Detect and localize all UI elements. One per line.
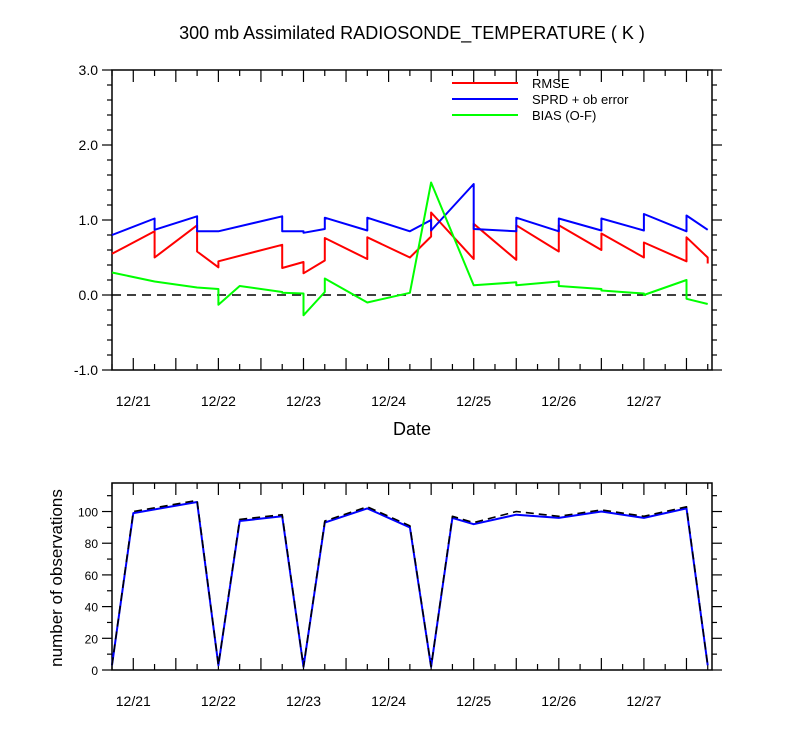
bottom-x-tick-label: 12/21 [116, 693, 151, 709]
top-x-tick-label: 12/24 [371, 393, 406, 409]
top-x-tick-label: 12/27 [626, 393, 661, 409]
bottom-x-tick-label: 12/22 [201, 693, 236, 709]
bottom-y-tick-label: 80 [85, 537, 99, 551]
bottom-y-tick-label: 40 [85, 601, 99, 615]
bottom-plot-frame [111, 482, 713, 671]
bottom-x-tick-label: 12/25 [456, 693, 491, 709]
bottom-series-line-dashed-1 [111, 499, 709, 668]
bottom-yaxis-label: number of observations [47, 489, 66, 667]
bottom-x-tick-label: 12/26 [541, 693, 576, 709]
legend-label: SPRD + ob error [532, 92, 629, 107]
bottom-panel: number of observations 12/21 12/22 12/23 12… [47, 482, 722, 709]
top-y-tick-label: 1.0 [79, 212, 99, 228]
top-x-tick-label: 12/23 [286, 393, 321, 409]
chart-title: 300 mb Assimilated RADIOSONDE_TEMPERATUR… [179, 23, 645, 44]
bottom-y-tick-label: 0 [91, 664, 98, 678]
top-panel: Date 12/21 12/22 12/23 12/24 12/25 12/26 12/27… [74, 62, 722, 439]
bottom-x-tick-label: 12/23 [286, 693, 321, 709]
bottom-y-tick-label: 60 [85, 569, 99, 583]
top-series-line-sprd-ob-error [111, 183, 709, 236]
top-x-tick-label: 12/25 [456, 393, 491, 409]
top-y-tick-label: 2.0 [79, 137, 99, 153]
legend-label: BIAS (O-F) [532, 108, 596, 123]
bottom-series-line-solid-0 [111, 501, 709, 668]
bottom-y-tick-label: 100 [78, 506, 98, 520]
bottom-x-tick-label: 12/24 [371, 693, 406, 709]
top-y-tick-label: -1.0 [74, 362, 98, 378]
top-y-tick-label: 3.0 [79, 62, 99, 78]
bottom-x-tick-label: 12/27 [626, 693, 661, 709]
top-plot-frame [111, 69, 713, 371]
top-series-line-bias-o-f [111, 181, 708, 317]
top-x-tick-label: 12/26 [541, 393, 576, 409]
top-xaxis-label: Date [393, 419, 431, 439]
top-x-tick-label: 12/21 [116, 393, 151, 409]
top-series-line-rmse [111, 211, 709, 275]
legend-label: RMSE [532, 76, 570, 91]
top-y-tick-label: 0.0 [79, 287, 99, 303]
top-x-tick-label: 12/22 [201, 393, 236, 409]
bottom-y-tick-label: 20 [85, 632, 99, 646]
